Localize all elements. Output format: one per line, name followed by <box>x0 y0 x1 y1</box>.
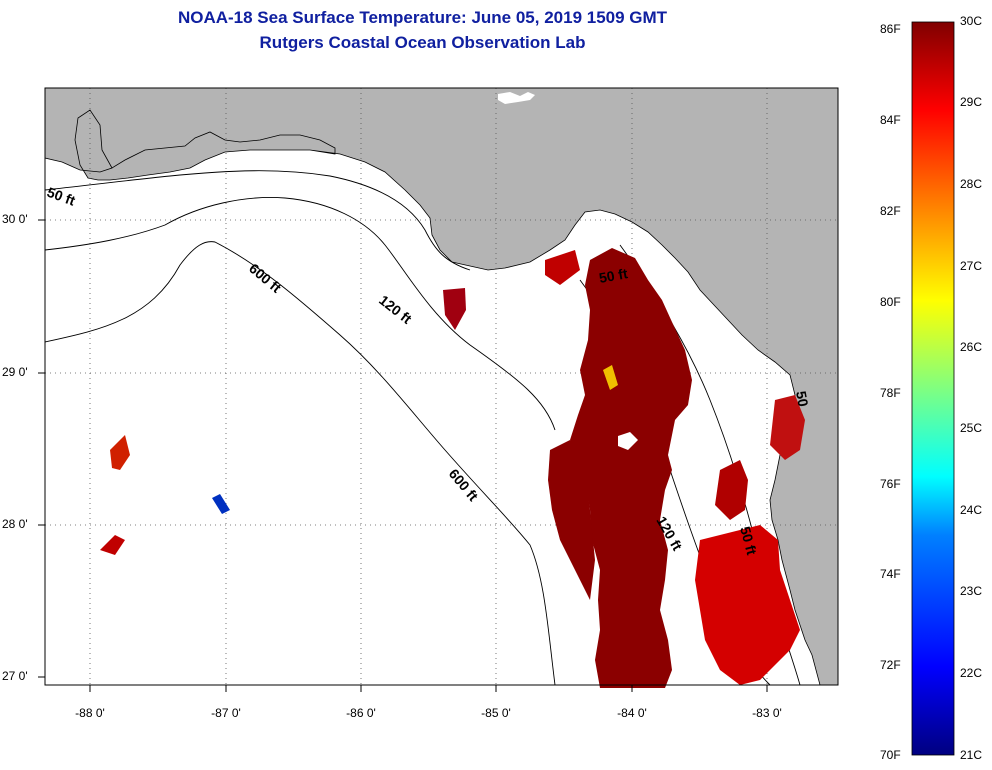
frame-ticks <box>38 219 768 692</box>
cb-c-21: 21C <box>960 748 983 762</box>
cb-c-30: 30C <box>960 14 983 28</box>
cb-c-24: 24C <box>960 503 983 517</box>
colorbar <box>911 21 955 756</box>
lat-label-28: 28 0' <box>2 517 28 531</box>
lon-label-83: -83 0' <box>752 706 782 720</box>
contour-50ft-west <box>44 170 471 271</box>
cb-c-26: 26C <box>960 340 983 354</box>
sst-east-band <box>715 460 748 520</box>
map-frame <box>44 87 839 686</box>
cb-f-86: 86F <box>880 22 901 36</box>
sst-southeast <box>695 525 800 685</box>
cb-f-82: 82F <box>880 204 901 218</box>
contour-120ft <box>44 197 556 431</box>
sst-coastal-band <box>770 395 805 460</box>
sst-sw-patch <box>100 535 125 555</box>
lon-label-86: -86 0' <box>346 706 376 720</box>
sst-ne-patch <box>545 250 580 285</box>
sst-main-plume <box>570 248 692 688</box>
label-50ft-east: 50 ft <box>598 265 629 286</box>
lat-label-29: 29 0' <box>2 365 28 379</box>
cb-f-78: 78F <box>880 386 901 400</box>
sst-patches <box>100 248 805 688</box>
sst-mid-west <box>110 435 130 470</box>
cb-f-80: 80F <box>880 295 901 309</box>
lon-label-84: -84 0' <box>617 706 647 720</box>
cb-c-22: 22C <box>960 666 983 680</box>
sst-cold-patch <box>212 494 230 514</box>
cb-f-70: 70F <box>880 748 901 762</box>
map-title: NOAA-18 Sea Surface Temperature: June 05… <box>177 8 668 27</box>
cb-c-28: 28C <box>960 177 983 191</box>
cb-c-25: 25C <box>960 421 983 435</box>
graticule <box>45 88 838 685</box>
cb-c-29: 29C <box>960 95 983 109</box>
lon-label-87: -87 0' <box>211 706 241 720</box>
lon-label-85: -85 0' <box>481 706 511 720</box>
contour-600ft <box>44 241 556 686</box>
cb-f-74: 74F <box>880 567 901 581</box>
cb-c-23: 23C <box>960 584 983 598</box>
land-mass <box>44 87 839 686</box>
cb-f-72: 72F <box>880 658 901 672</box>
sst-patch-yellow <box>603 365 618 390</box>
label-50ft-south: 50 ft <box>737 525 760 557</box>
cb-f-84: 84F <box>880 113 901 127</box>
sst-white-hole <box>618 432 638 450</box>
sst-north-patch <box>443 288 466 330</box>
map-subtitle: Rutgers Coastal Ocean Observation Lab <box>259 33 586 52</box>
land-cloud-patch <box>498 92 535 104</box>
cb-c-27: 27C <box>960 259 983 273</box>
lat-label-27: 27 0' <box>2 669 28 683</box>
label-50-coast: 50 <box>793 390 811 408</box>
lon-label-88: -88 0' <box>75 706 105 720</box>
lat-label-30: 30 0' <box>2 212 28 226</box>
sst-west-strip <box>548 440 595 600</box>
cb-f-76: 76F <box>880 477 901 491</box>
